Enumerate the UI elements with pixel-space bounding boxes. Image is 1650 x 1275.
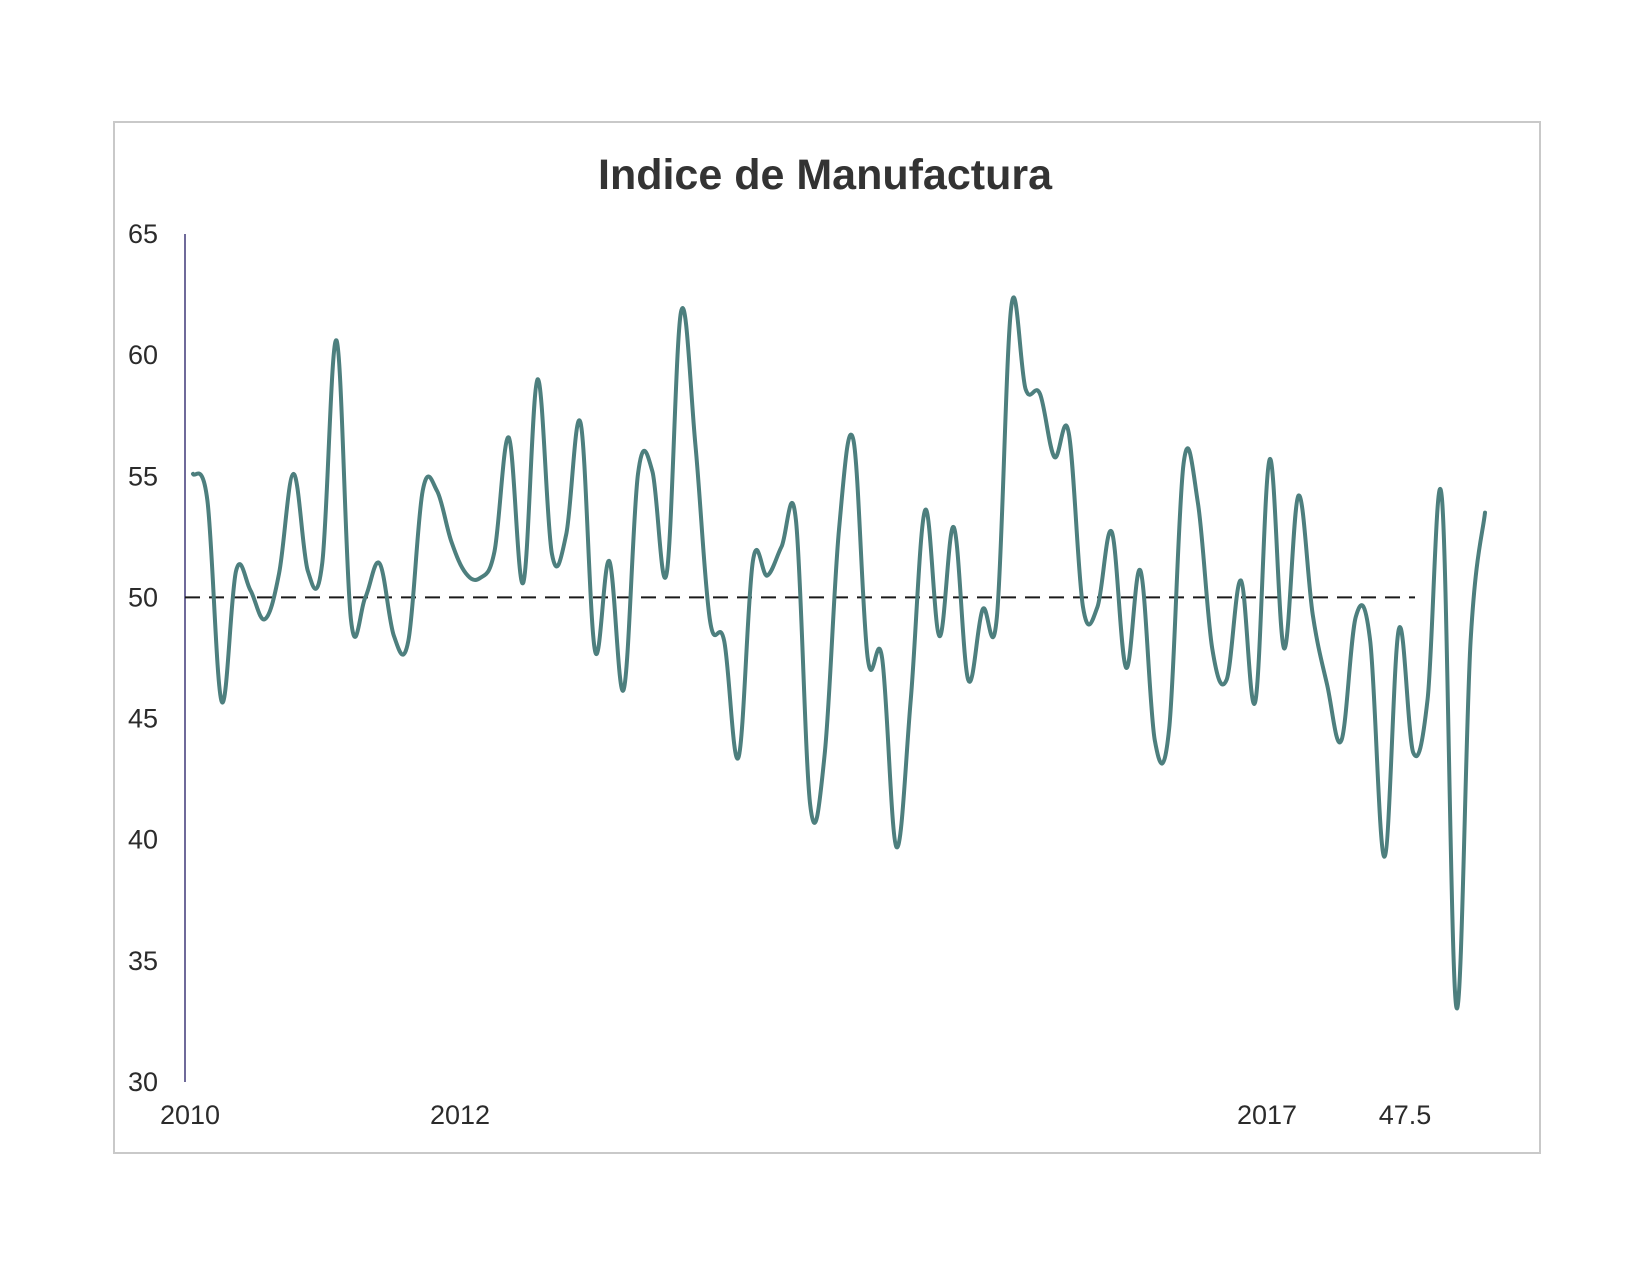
- y-tick-label: 35: [128, 946, 158, 976]
- y-tick-label: 45: [128, 704, 158, 734]
- y-tick-label: 30: [128, 1067, 158, 1097]
- data-points: [190, 304, 1488, 1010]
- chart-frame: Indice de Manufactura 30 35 40 45 50 55 60 65 2…: [113, 121, 1541, 1154]
- y-tick-label: 65: [128, 219, 158, 249]
- y-tick-label: 55: [128, 461, 158, 491]
- x-tick-label: 2012: [430, 1100, 490, 1130]
- x-axis-ticks: 2010 2012 2017 47.5: [160, 1100, 1431, 1130]
- series-line: [191, 295, 1487, 1011]
- y-tick-label: 40: [128, 825, 158, 855]
- chart-title: Indice de Manufactura: [598, 151, 1053, 199]
- x-tick-label: 47.5: [1379, 1100, 1432, 1130]
- line-chart: Indice de Manufactura 30 35 40 45 50 55 60 65 2…: [128, 151, 1488, 1130]
- y-axis-ticks: 30 35 40 45 50 55 60 65: [128, 219, 158, 1097]
- x-tick-label: 2010: [160, 1100, 220, 1130]
- x-tick-label: 2017: [1237, 1100, 1297, 1130]
- y-tick-label: 50: [128, 582, 158, 612]
- y-tick-label: 60: [128, 340, 158, 370]
